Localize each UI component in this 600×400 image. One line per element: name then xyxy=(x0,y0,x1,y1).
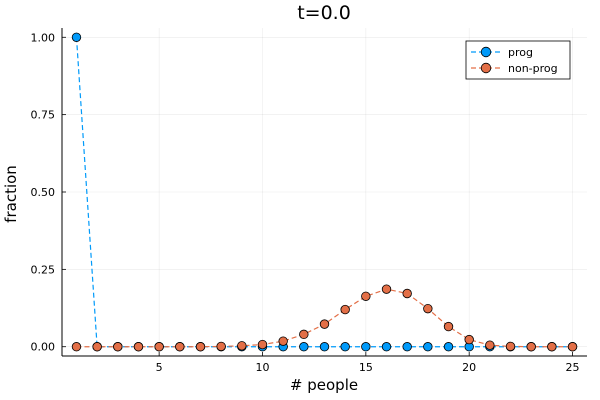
data-point xyxy=(92,342,102,352)
data-point xyxy=(485,340,495,350)
y-tick-label: 1.00 xyxy=(31,31,56,44)
data-point xyxy=(216,341,226,352)
x-tick-label: 5 xyxy=(156,361,163,374)
data-point xyxy=(299,329,309,340)
y-tick-label: 0.25 xyxy=(31,263,56,276)
data-point xyxy=(443,342,454,352)
data-point xyxy=(195,342,206,352)
data-point xyxy=(423,342,433,352)
chart-title: t=0.0 xyxy=(297,2,351,24)
data-point xyxy=(547,342,557,352)
data-point xyxy=(71,342,82,352)
x-tick-label: 10 xyxy=(255,361,269,374)
data-point xyxy=(154,342,164,352)
data-point xyxy=(71,32,82,42)
x-axis-title: # people xyxy=(290,376,358,394)
data-point xyxy=(340,304,350,315)
series-layer xyxy=(71,32,578,352)
x-tick-label: 20 xyxy=(462,361,476,374)
legend: prog non-prog xyxy=(465,40,571,80)
legend-box xyxy=(465,40,571,80)
data-point xyxy=(381,284,392,294)
data-point xyxy=(423,303,433,314)
data-point xyxy=(443,321,454,332)
data-point xyxy=(299,342,309,352)
data-point xyxy=(237,341,247,351)
tick-labels: 5 10 15 20 25 0.00 0.25 0.50 0.75 1.00 xyxy=(31,31,580,374)
y-tick-label: 0.00 xyxy=(31,341,56,354)
data-point xyxy=(340,342,350,352)
y-tick-label: 0.75 xyxy=(31,109,56,122)
data-point xyxy=(505,341,516,352)
data-point xyxy=(175,342,185,352)
legend-marker xyxy=(480,46,492,58)
x-tick-label: 15 xyxy=(359,361,373,374)
data-point xyxy=(257,339,268,350)
data-point xyxy=(361,291,371,301)
data-point xyxy=(402,288,412,299)
data-point xyxy=(567,342,578,352)
legend-marker xyxy=(480,62,492,74)
y-tick-label: 0.50 xyxy=(31,186,56,199)
series-non-prog xyxy=(71,284,578,352)
data-point xyxy=(402,342,412,352)
y-axis-title: fraction xyxy=(2,165,20,223)
data-point xyxy=(133,342,144,352)
data-point xyxy=(526,342,536,352)
data-point xyxy=(319,319,330,329)
data-point xyxy=(464,334,474,345)
x-tick-label: 25 xyxy=(566,361,580,374)
data-point xyxy=(278,336,288,346)
data-point xyxy=(113,342,123,352)
data-point xyxy=(319,342,330,352)
data-point xyxy=(361,342,371,352)
data-point xyxy=(381,342,392,352)
legend-label: prog xyxy=(508,46,533,59)
legend-label: non-prog xyxy=(508,62,558,75)
axes xyxy=(61,28,587,357)
